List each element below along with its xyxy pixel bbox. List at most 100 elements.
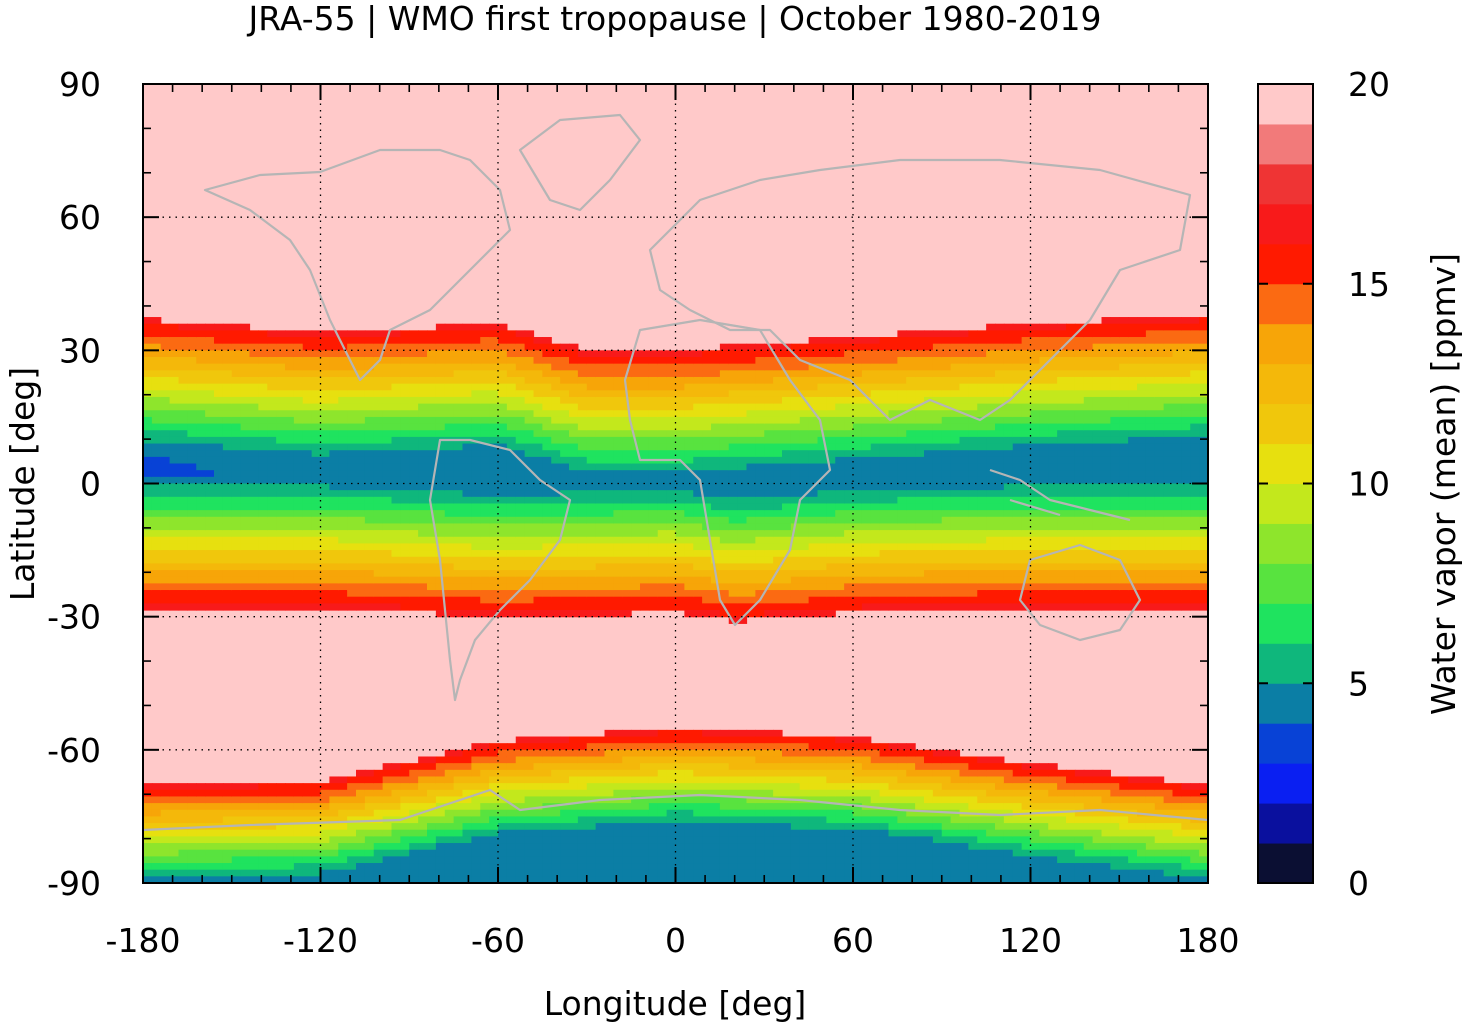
field-cell: [737, 776, 748, 784]
field-cell: [444, 869, 455, 877]
field-cell: [302, 483, 313, 491]
field-cell: [187, 436, 197, 445]
field-cell: [435, 769, 446, 778]
field-cell: [666, 536, 677, 545]
field-cell: [631, 503, 641, 511]
field-cell: [418, 530, 428, 538]
field-cell: [719, 490, 730, 498]
field-cell: [143, 330, 153, 338]
field-cell: [737, 743, 748, 751]
field-cell: [817, 829, 827, 837]
field-cell: [657, 816, 668, 824]
field-cell: [728, 823, 739, 831]
field-cell: [515, 496, 526, 505]
field-cell: [613, 836, 623, 844]
field-cell: [409, 390, 419, 398]
field-cell: [613, 776, 623, 784]
field-cell: [640, 376, 650, 385]
field-cell: [693, 350, 703, 358]
field-cell: [160, 796, 171, 804]
field-cell: [648, 776, 659, 784]
field-cell: [258, 803, 268, 811]
field-cell: [214, 789, 224, 798]
field-cell: [711, 836, 721, 844]
field-cell: [480, 743, 490, 751]
field-cell: [622, 863, 632, 871]
field-cell: [151, 450, 162, 458]
field-cell: [214, 836, 224, 844]
field-cell: [586, 583, 597, 591]
field-cell: [205, 496, 215, 505]
field-cell: [586, 476, 597, 485]
field-cell: [471, 749, 481, 758]
field-cell: [214, 436, 224, 445]
field-cell: [577, 610, 588, 618]
field-cell: [240, 603, 251, 611]
field-cell: [382, 376, 393, 385]
field-cell: [853, 570, 863, 578]
field-cell: [719, 610, 730, 618]
field-cell: [648, 796, 659, 804]
field-cell: [577, 536, 588, 545]
field-cell: [338, 470, 348, 478]
field-cell: [196, 869, 206, 877]
field-cell: [631, 816, 641, 824]
field-cell: [773, 783, 783, 791]
field-cell: [622, 476, 632, 485]
field-cell: [808, 876, 819, 883]
field-cell: [595, 596, 606, 604]
field-cell: [622, 556, 632, 564]
field-cell: [711, 796, 721, 804]
field-cell: [702, 843, 712, 851]
field-cell: [853, 350, 863, 358]
field-cell: [853, 523, 863, 531]
field-cell: [240, 596, 251, 604]
field-cell: [320, 563, 330, 571]
field-cell: [320, 356, 330, 365]
field-cell: [657, 463, 668, 471]
field-cell: [826, 430, 836, 438]
field-cell: [462, 350, 472, 358]
field-cell: [329, 350, 339, 358]
field-cell: [533, 590, 543, 598]
field-cell: [205, 789, 215, 798]
field-cell: [143, 323, 153, 331]
field-cell: [222, 356, 233, 365]
field-cell: [844, 416, 854, 425]
field-cell: [666, 356, 677, 365]
field-cell: [453, 510, 464, 518]
field-cell: [533, 523, 543, 531]
field-cell: [196, 543, 206, 551]
field-cell: [471, 490, 481, 498]
field-cell: [515, 836, 526, 844]
field-cell: [551, 563, 561, 571]
field-cell: [418, 490, 428, 498]
field-cell: [214, 583, 224, 591]
field-cell: [551, 356, 561, 365]
field-cell: [178, 376, 188, 385]
field-cell: [586, 390, 597, 398]
field-cell: [364, 510, 375, 518]
field-cell: [782, 576, 792, 584]
field-cell: [542, 596, 552, 604]
field-cell: [799, 863, 810, 871]
field-cell: [364, 843, 375, 851]
field-cell: [560, 803, 570, 811]
field-cell: [853, 776, 863, 784]
field-cell: [560, 550, 570, 558]
field-cell: [577, 863, 588, 871]
field-cell: [169, 476, 180, 485]
field-cell: [604, 376, 614, 385]
field-cell: [480, 323, 490, 331]
field-cell: [817, 756, 827, 764]
field-cell: [196, 516, 206, 525]
field-cell: [764, 876, 774, 883]
field-cell: [506, 876, 517, 883]
field-cell: [205, 410, 215, 418]
field-cell: [622, 843, 632, 851]
field-cell: [542, 416, 552, 425]
field-cell: [826, 496, 836, 505]
field-cell: [364, 769, 375, 778]
field-cell: [586, 516, 597, 525]
field-cell: [773, 483, 783, 491]
